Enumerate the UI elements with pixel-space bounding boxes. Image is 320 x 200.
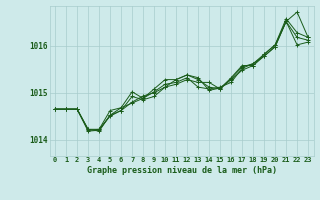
X-axis label: Graphe pression niveau de la mer (hPa): Graphe pression niveau de la mer (hPa) [87, 166, 276, 175]
